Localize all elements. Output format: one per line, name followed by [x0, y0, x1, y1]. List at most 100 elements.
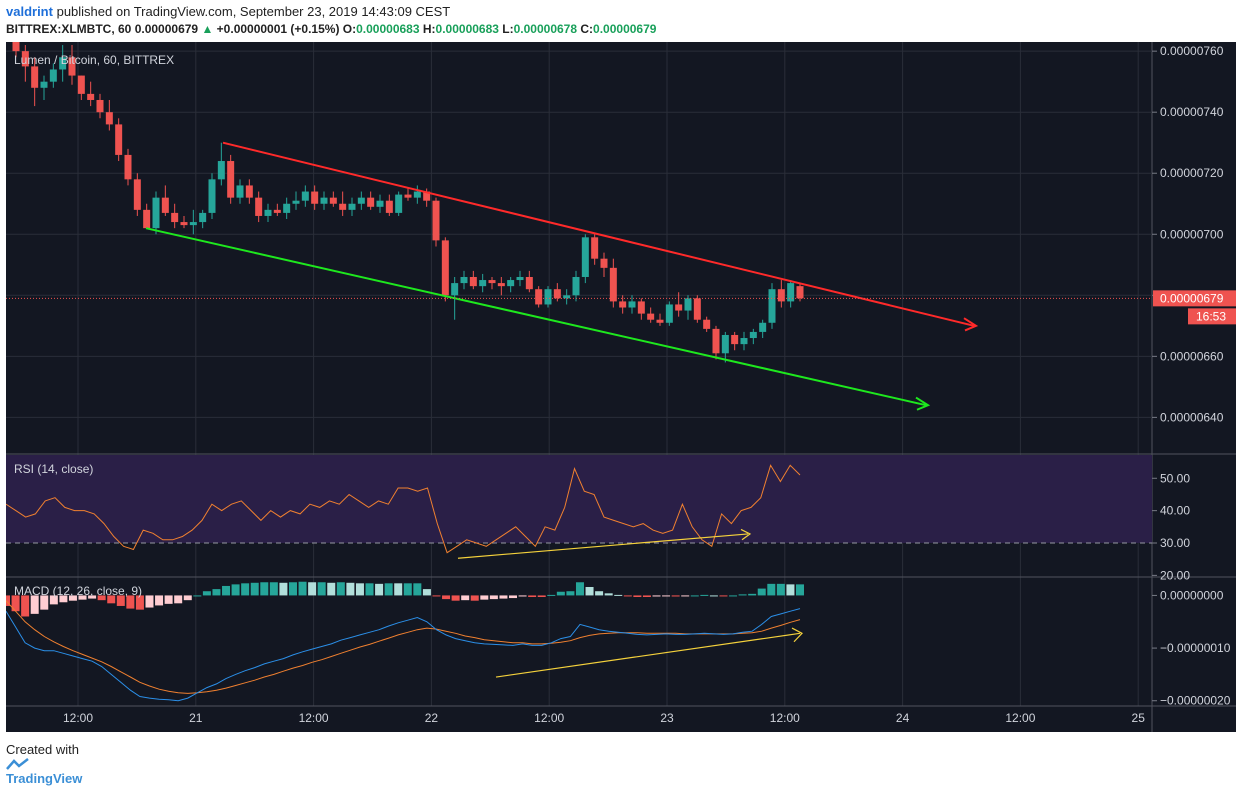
macd-histogram-bar — [442, 595, 451, 600]
candle — [413, 191, 421, 198]
candle — [283, 203, 291, 213]
macd-histogram-bar — [346, 582, 355, 596]
author-link[interactable]: valdrint — [6, 4, 53, 19]
macd-histogram-bar — [375, 583, 384, 596]
macd-histogram-bar — [30, 595, 39, 614]
candle — [423, 191, 431, 201]
macd-histogram-bar — [365, 583, 374, 596]
candle — [395, 194, 403, 213]
candle — [171, 212, 179, 223]
candle — [665, 304, 673, 323]
y-tick-label: 40.00 — [1160, 504, 1190, 518]
candle — [217, 161, 225, 180]
macd-histogram-bar — [269, 582, 278, 596]
x-tick-label: 24 — [896, 711, 910, 725]
candle — [693, 298, 701, 320]
y-tick-label: −0.00000020 — [1160, 694, 1231, 708]
candle — [152, 197, 160, 229]
y-tick-label: 0.00000740 — [1160, 105, 1224, 119]
candle — [563, 295, 571, 299]
macd-histogram-bar — [642, 595, 651, 598]
macd-histogram-bar — [193, 595, 202, 597]
macd-histogram-bar — [241, 583, 250, 596]
macd-histogram-bar — [709, 595, 718, 597]
candle — [749, 331, 757, 339]
candle — [497, 283, 505, 287]
candle — [329, 197, 337, 204]
x-tick-label: 12:00 — [770, 711, 800, 725]
candle — [143, 209, 151, 229]
macd-histogram-bar — [748, 593, 757, 596]
macd-histogram-bar — [729, 595, 738, 597]
macd-histogram-bar — [662, 595, 671, 597]
candle — [609, 267, 617, 302]
rsi-line — [6, 464, 801, 554]
macd-histogram-bar — [174, 595, 183, 604]
macd-histogram-bar — [595, 591, 604, 596]
y-tick-label: 0.00000000 — [1160, 588, 1224, 602]
macd-histogram-bar — [222, 585, 231, 596]
y-tick-label: 0.00000760 — [1160, 44, 1224, 58]
price-chart-title: Lumen / Bitcoin, 60, BITTREX — [14, 53, 174, 67]
candle — [637, 301, 645, 314]
macd-histogram-bar — [614, 594, 623, 596]
candle — [451, 283, 459, 296]
macd-histogram-bar — [786, 584, 795, 596]
high-value: 0.00000683 — [435, 22, 499, 36]
macd-histogram-bar — [547, 594, 556, 596]
macd-histogram-bar — [700, 594, 709, 596]
resistance-arrow-head — [963, 317, 979, 332]
macd-histogram-bar — [671, 595, 680, 597]
footer: Created with TradingView — [6, 742, 82, 786]
candle — [180, 222, 188, 226]
y-tick-label: −0.00000010 — [1160, 641, 1231, 655]
candle — [245, 185, 253, 198]
chart-svg[interactable]: 12:00 21 12:00 22 12:00 23 12:00 24 12:00 25 0.000… — [6, 42, 1236, 732]
open-label: O: — [342, 22, 357, 36]
y-tick-label: 50.00 — [1160, 471, 1190, 485]
chart-area[interactable]: 12:00 21 12:00 22 12:00 23 12:00 24 12:00 25 0.000… — [6, 42, 1236, 732]
macd-histogram-bar — [575, 582, 584, 596]
candle — [264, 209, 272, 216]
resistance-trendline — [222, 141, 975, 327]
macd-divergence-arrow — [791, 627, 803, 643]
candle — [208, 179, 216, 213]
candle — [339, 203, 347, 210]
macd-histogram-bar — [155, 595, 164, 606]
countdown-label: 16:53 — [1196, 309, 1226, 323]
support-arrow-head — [915, 396, 931, 411]
macd-histogram-bar — [384, 583, 393, 596]
macd-histogram-bar — [537, 595, 546, 598]
macd-line — [6, 608, 801, 702]
macd-histogram-bar — [327, 582, 336, 596]
macd-histogram-bar — [6, 595, 10, 606]
tradingview-link[interactable]: TradingView — [6, 771, 83, 786]
candle — [236, 185, 244, 198]
macd-histogram-bar — [633, 595, 642, 598]
low-value: 0.00000678 — [513, 22, 578, 36]
countdown-tag — [1188, 308, 1236, 325]
macd-histogram-bar — [470, 595, 479, 601]
macd-histogram-bar — [97, 595, 106, 601]
candle — [348, 203, 356, 210]
candle — [161, 197, 169, 213]
macd-histogram-bar — [88, 595, 97, 599]
ohlc-header: BITTREX:XLMBTC, 60 0.00000679 ▲ +0.00000… — [6, 22, 656, 36]
candle — [572, 276, 580, 296]
macd-histogram-bar — [518, 595, 527, 597]
y-tick-label: 30.00 — [1160, 536, 1190, 550]
x-tick-label: 12:00 — [63, 711, 93, 725]
macd-histogram-bar — [556, 591, 565, 596]
x-tick-label: 22 — [425, 711, 439, 725]
macd-histogram-bar — [690, 595, 699, 597]
candle — [768, 289, 776, 323]
macd-histogram-bar — [202, 591, 211, 596]
candle — [731, 334, 739, 345]
candle — [357, 197, 365, 204]
y-tick-label: 0.00000700 — [1160, 227, 1224, 241]
candle — [40, 81, 48, 88]
candle — [525, 276, 533, 290]
macd-histogram-bar — [767, 583, 776, 596]
candle — [740, 338, 748, 345]
close-label: C: — [580, 22, 594, 36]
